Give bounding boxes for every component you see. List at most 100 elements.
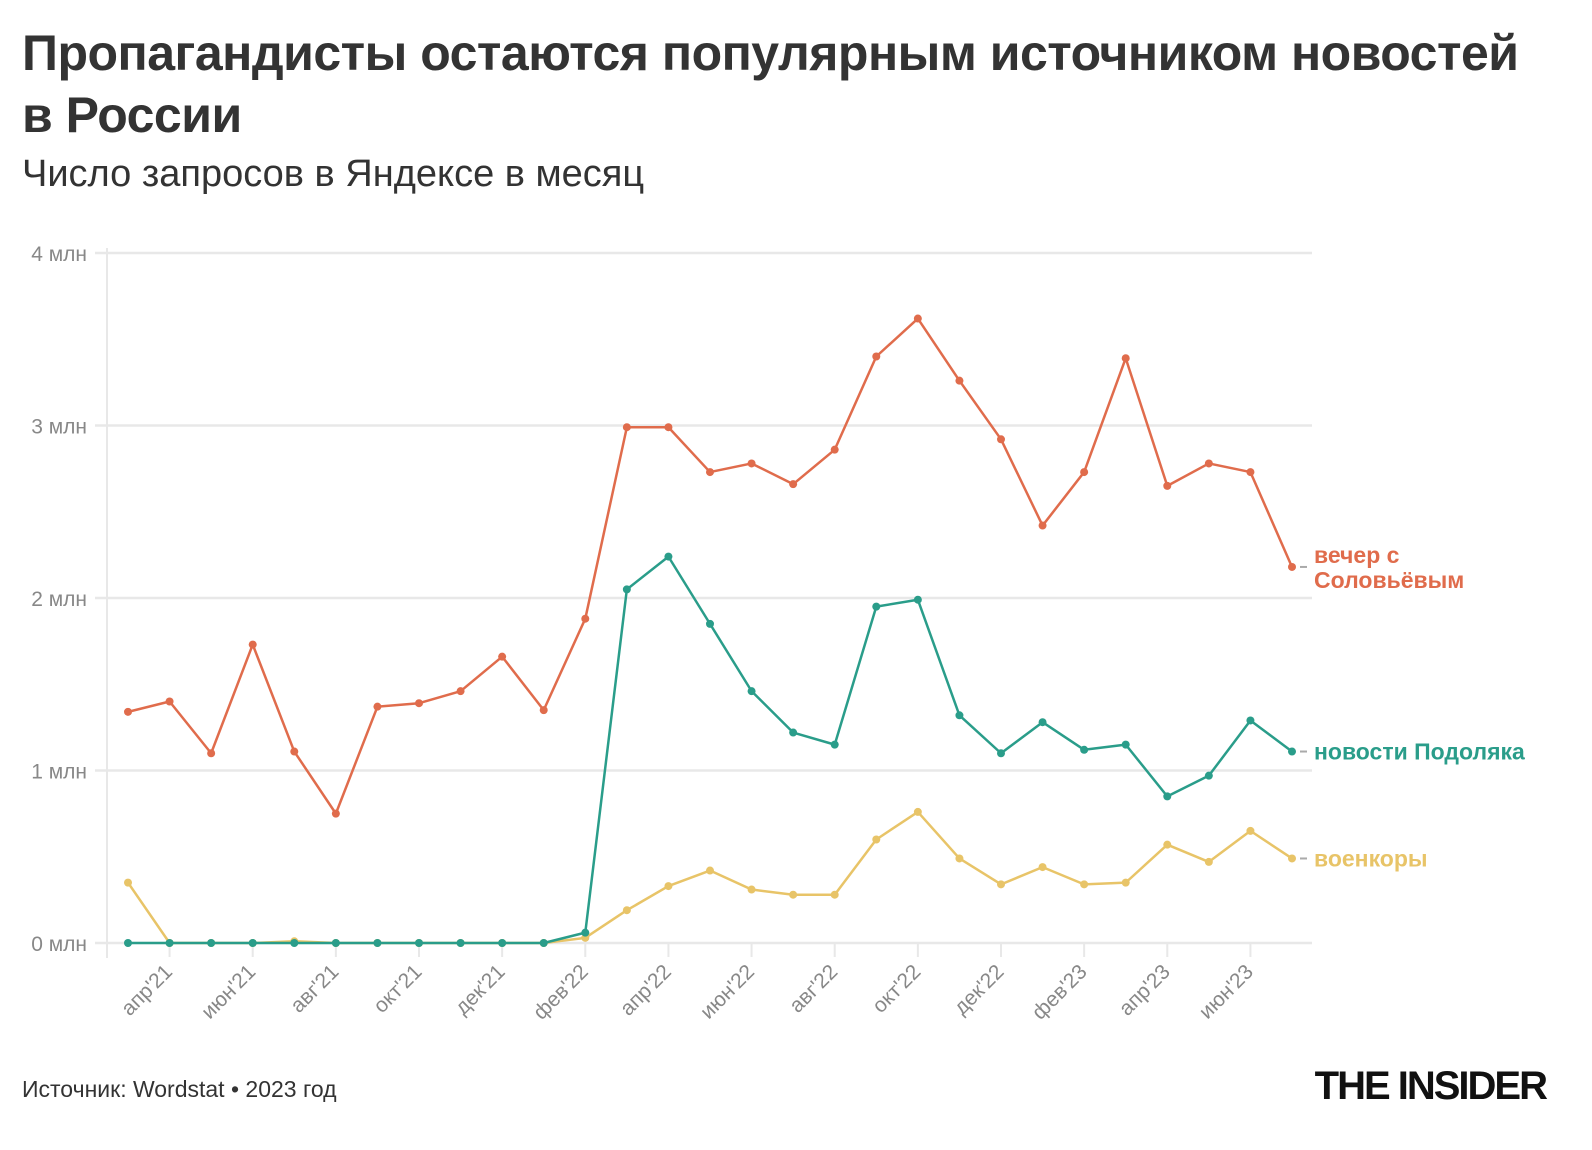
data-point (955, 711, 964, 720)
data-point (456, 939, 465, 947)
data-point (1288, 562, 1296, 571)
x-tick-label: авг'21 (286, 960, 343, 1017)
data-point (207, 749, 216, 758)
data-point (1246, 826, 1255, 835)
data-point (124, 878, 132, 887)
data-point (706, 866, 714, 875)
series-label: военкоры (1314, 845, 1428, 871)
chart-title: Пропагандисты остаются популярным источн… (22, 25, 1519, 143)
data-point (498, 939, 507, 947)
data-point (664, 552, 673, 561)
data-point (997, 435, 1005, 444)
x-tick-label: фев'23 (1028, 960, 1092, 1024)
data-point (622, 585, 631, 594)
x-tick-label: авг'22 (785, 960, 842, 1017)
data-point (830, 445, 839, 454)
data-point (581, 928, 590, 937)
data-point (207, 939, 216, 947)
data-point (1038, 863, 1047, 872)
data-point (622, 906, 631, 915)
data-point (1288, 747, 1296, 756)
data-point (1204, 459, 1213, 468)
data-point (789, 728, 798, 737)
data-point (1121, 878, 1130, 887)
x-tick-label: июн'21 (197, 960, 260, 1023)
data-point (706, 619, 714, 628)
data-point (1204, 771, 1213, 780)
x-tick-label: апр'22 (616, 960, 676, 1020)
data-point (830, 890, 839, 899)
data-point (539, 939, 548, 947)
data-point (124, 939, 132, 947)
data-point (248, 939, 257, 947)
x-tick-label: фев'22 (529, 960, 593, 1024)
data-point (1080, 468, 1089, 477)
data-point (1038, 718, 1047, 727)
y-tick-label: 3 млн (31, 416, 87, 439)
data-point (706, 468, 714, 477)
x-tick-label: апр'21 (117, 960, 177, 1020)
data-point (1080, 880, 1089, 889)
data-point (872, 352, 881, 361)
x-tick-label: окт'21 (369, 960, 426, 1017)
data-point (1038, 521, 1047, 530)
data-point (1121, 354, 1130, 363)
data-point (997, 880, 1005, 889)
series-line-0 (127, 317, 1294, 815)
data-point (1288, 854, 1296, 863)
data-point (622, 423, 631, 432)
data-point (290, 747, 299, 756)
data-point (955, 854, 964, 863)
the-insider-logo: THE INSIDER (1314, 1064, 1548, 1108)
data-point (1163, 481, 1172, 490)
x-tick-label: дек'21 (451, 960, 510, 1019)
x-tick-label: дек'22 (949, 960, 1008, 1019)
data-point (1080, 745, 1089, 754)
data-point (1204, 857, 1213, 866)
data-point (165, 939, 174, 947)
data-point (456, 687, 465, 696)
data-point (955, 376, 964, 385)
data-point (997, 749, 1005, 758)
data-point (581, 614, 590, 623)
data-point (539, 706, 548, 715)
data-point (415, 939, 423, 947)
series-line-2 (126, 810, 1293, 945)
source-note: Источник: Wordstat • 2023 год (22, 1076, 337, 1102)
series-label: вечер с Соловьёвым (1314, 542, 1464, 593)
series-line-1 (128, 555, 1293, 945)
data-point (1246, 716, 1255, 725)
data-point (747, 459, 756, 468)
data-point (373, 702, 382, 711)
data-point (1121, 740, 1130, 749)
data-point (124, 707, 132, 716)
data-point (290, 939, 299, 947)
data-point (913, 314, 922, 323)
y-tick-label: 4 млн (31, 243, 87, 266)
data-point (248, 640, 257, 649)
data-point (331, 939, 340, 947)
data-point (373, 939, 382, 947)
y-tick-label: 1 млн (31, 761, 87, 784)
x-tick-label: июн'23 (1195, 960, 1258, 1023)
data-point (664, 882, 673, 891)
x-tick-label: июн'22 (696, 960, 759, 1023)
data-point (747, 687, 756, 696)
data-point (165, 697, 174, 706)
data-point (664, 423, 673, 432)
data-point (498, 652, 507, 661)
data-point (830, 740, 839, 749)
data-point (913, 595, 922, 604)
data-point (1163, 840, 1172, 849)
data-point (913, 807, 922, 816)
series-label: новости Подоляка (1314, 739, 1525, 765)
data-point (331, 809, 340, 818)
x-tick-label: апр'23 (1115, 960, 1175, 1020)
data-point (1163, 792, 1172, 801)
data-point (789, 890, 798, 899)
data-point (415, 699, 423, 708)
y-tick-label: 0 млн (31, 933, 87, 956)
data-point (789, 480, 798, 489)
chart-subtitle: Число запросов в Яндексе в месяц (22, 153, 645, 195)
